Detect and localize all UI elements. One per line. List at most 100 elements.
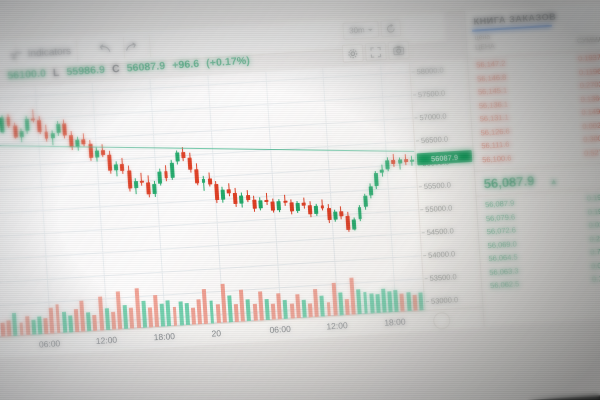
ohlc-high-label: H — [0, 70, 1, 82]
order-price: 56,131.1 — [479, 112, 510, 124]
order-amount: 0.1900 — [587, 205, 600, 217]
volume-bar — [110, 311, 117, 330]
volume-bar — [313, 288, 319, 318]
volume-bar — [190, 307, 196, 325]
volume-bar — [387, 291, 393, 313]
tick-mark — [421, 232, 425, 234]
time-tick: 18:00 — [383, 316, 406, 328]
candle-body — [94, 150, 100, 158]
volume-bar — [178, 301, 184, 326]
candle-body — [107, 154, 113, 171]
volume-bar — [24, 315, 30, 336]
time-tick: 18:00 — [153, 330, 176, 343]
candle-body — [368, 186, 374, 196]
volume-bar — [393, 289, 399, 313]
candle-body — [320, 205, 325, 209]
volume-bar — [68, 315, 74, 333]
volume-bar — [283, 299, 289, 320]
time-tick: 06:00 — [269, 323, 292, 336]
order-amount: 0.0023 — [582, 120, 600, 131]
tick-mark — [420, 209, 424, 211]
volume-bar — [12, 313, 18, 337]
time-tick: 12:00 — [326, 320, 348, 332]
volume-bar — [19, 322, 24, 336]
price-tick: 56500.0 — [415, 135, 448, 145]
ohlc-change-pct: (+0.17%) — [205, 54, 251, 70]
volume-bar — [184, 303, 190, 326]
crosshair-toggle[interactable] — [432, 311, 451, 330]
time-tick: 20 — [211, 328, 222, 339]
candle-body — [163, 170, 169, 179]
candle-body — [194, 168, 200, 183]
volume-bar — [245, 298, 252, 322]
volume-bar — [54, 304, 61, 334]
order-amount: 0.5271 — [583, 146, 600, 158]
order-book-subtitle: цена — [474, 33, 491, 42]
indicators-icon — [10, 51, 23, 60]
candle-body — [0, 117, 5, 133]
volume-bar — [147, 307, 153, 328]
volume-bar — [257, 291, 264, 321]
price-tick: 57000.0 — [414, 112, 447, 122]
candle-body — [258, 199, 263, 209]
candle-body — [6, 117, 11, 126]
order-price: 56,079.6 — [485, 211, 516, 223]
last-price-badge: 56087.9 — [416, 149, 473, 166]
candle-body — [187, 157, 193, 170]
candle-wick — [140, 172, 143, 186]
candle-body — [175, 152, 180, 163]
candle-body — [120, 163, 125, 172]
volume-bar — [129, 307, 135, 329]
candle-body — [37, 119, 42, 133]
candle-body — [391, 159, 396, 165]
volume-bar — [37, 316, 43, 335]
volume-bar — [104, 307, 110, 331]
order-amount: 0.1366 — [580, 93, 600, 104]
indicators-button[interactable]: Indicators — [3, 39, 79, 67]
candle-body — [114, 163, 119, 171]
volume-bar — [202, 288, 209, 325]
ohlc-low-label: L — [52, 66, 60, 80]
candle-body — [245, 195, 250, 200]
order-amount: 0.1883 — [591, 273, 600, 284]
candle-body — [333, 211, 338, 221]
order-amount: 0.1498 — [581, 106, 600, 118]
volume-bar — [209, 300, 215, 324]
volume-bar — [159, 303, 166, 327]
price-tick: 58000.0 — [411, 66, 444, 76]
redo-button[interactable] — [110, 34, 152, 60]
order-price: 56,147.2 — [475, 58, 506, 70]
order-price: 56,072.6 — [486, 225, 517, 237]
candle-body — [373, 173, 379, 187]
volume-bar — [338, 292, 344, 316]
tick-mark — [414, 117, 418, 119]
volume-bar — [153, 294, 160, 328]
volume-bar — [73, 308, 80, 333]
ohlc-close: 56087.9 — [126, 60, 166, 75]
candle-body — [270, 201, 276, 211]
order-amount: 0.3004 — [582, 133, 600, 144]
candle-body — [81, 139, 86, 145]
candle-body — [220, 189, 226, 200]
order-price: 56,064.5 — [488, 252, 518, 264]
volume-bar — [43, 318, 49, 335]
candle-body — [314, 205, 319, 215]
order-book-asks: 56,147.20.19370.193756,146.80.11960.3133… — [468, 44, 600, 167]
order-price: 56,145.1 — [477, 85, 508, 97]
volume-bar — [362, 292, 369, 315]
candle-body — [214, 184, 219, 201]
volume-bar — [412, 295, 418, 311]
candle-body — [157, 171, 163, 184]
volume-bar — [215, 304, 221, 324]
refresh-button[interactable] — [380, 19, 402, 38]
volume-bar — [134, 288, 141, 329]
indicators-label: Indicators — [27, 45, 72, 60]
order-book-bids: 56,087.90.19390.193956,079.60.19000.3839… — [477, 184, 600, 293]
candle-body — [169, 162, 175, 179]
volume-bar — [0, 322, 6, 337]
timeframe-selector[interactable]: 30m — [342, 20, 380, 40]
tick-mark — [418, 186, 422, 188]
price-tick: 54000.0 — [423, 249, 455, 260]
candle-body — [139, 180, 144, 183]
